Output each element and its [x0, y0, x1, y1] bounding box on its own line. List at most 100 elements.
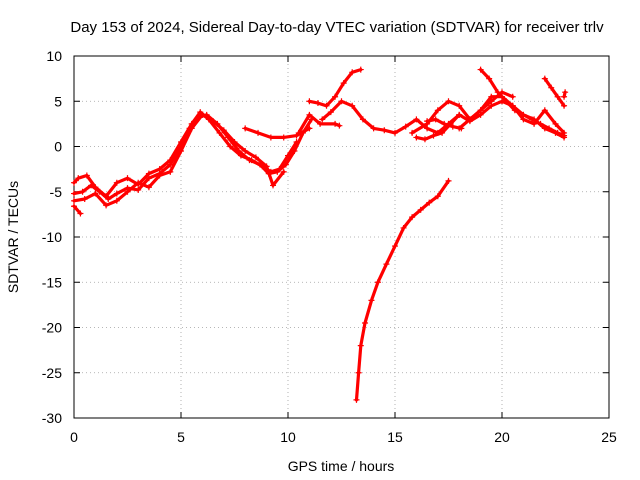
data-point	[92, 190, 99, 197]
data-point	[75, 175, 82, 182]
data-point	[477, 66, 484, 73]
data-point	[246, 157, 253, 164]
data-point	[156, 172, 163, 179]
data-point	[392, 243, 398, 250]
data-point	[135, 186, 142, 193]
y-tick-label: 10	[46, 48, 62, 64]
data-point	[426, 199, 433, 206]
data-point	[77, 210, 84, 217]
x-tick-label: 25	[601, 429, 617, 445]
series-trace-16	[354, 179, 451, 402]
data-point	[561, 102, 568, 109]
series-group	[71, 66, 569, 403]
data-point	[145, 184, 152, 191]
data-point	[71, 179, 77, 186]
data-point	[332, 93, 339, 100]
data-point	[561, 132, 568, 139]
y-tick-label: -15	[42, 274, 62, 290]
data-point	[494, 89, 501, 96]
data-point	[552, 120, 559, 127]
data-point	[449, 123, 456, 130]
data-point	[486, 75, 493, 82]
data-point	[274, 168, 281, 175]
data-point	[383, 261, 390, 268]
data-point	[210, 118, 217, 125]
y-tick-label: 0	[54, 139, 62, 155]
series-trace-4	[72, 204, 83, 216]
tick-group: 0 5 10 15 20 25 -30 -25 -20 -15 -10 -5 0 5 10	[42, 48, 617, 445]
data-point	[340, 80, 347, 87]
data-point	[409, 214, 416, 221]
data-point	[263, 163, 270, 170]
data-point	[548, 84, 555, 91]
data-point	[113, 197, 120, 204]
data-point	[88, 182, 95, 189]
data-point	[306, 125, 313, 132]
data-point	[528, 116, 535, 123]
data-point	[71, 203, 77, 210]
data-point	[252, 154, 259, 161]
data-point	[79, 188, 86, 195]
y-tick-label: -10	[42, 229, 62, 245]
data-point	[336, 122, 343, 129]
data-point	[368, 297, 375, 304]
y-tick-label: -20	[42, 320, 62, 336]
data-point	[280, 168, 287, 175]
data-point	[413, 116, 420, 123]
data-point	[103, 202, 110, 209]
data-point	[291, 148, 298, 155]
data-point	[439, 129, 446, 136]
data-point	[280, 134, 287, 141]
data-point	[357, 342, 364, 349]
data-point	[541, 107, 548, 114]
data-point	[349, 69, 356, 76]
data-point	[242, 125, 249, 132]
data-point	[317, 120, 324, 127]
data-point	[314, 100, 321, 107]
data-point	[381, 127, 388, 134]
data-point	[357, 66, 364, 73]
data-point	[145, 175, 152, 182]
data-point	[359, 116, 366, 123]
data-point	[349, 102, 356, 109]
data-point	[421, 136, 428, 143]
data-point	[546, 125, 553, 132]
data-point	[562, 89, 569, 96]
data-point	[295, 129, 302, 136]
data-point	[188, 125, 195, 132]
data-point	[124, 188, 131, 195]
data-point	[541, 75, 548, 82]
data-point	[362, 319, 369, 326]
y-tick-label: -5	[50, 184, 63, 200]
y-tick-label: 5	[54, 93, 62, 109]
data-point	[113, 190, 120, 197]
data-point	[105, 195, 112, 202]
data-point	[445, 177, 452, 184]
x-tick-label: 5	[177, 429, 185, 445]
data-point	[409, 129, 416, 136]
data-point	[430, 132, 437, 139]
data-point	[167, 168, 174, 175]
series-trace-13	[479, 67, 566, 138]
data-point	[456, 102, 463, 109]
data-point	[255, 129, 262, 136]
data-point	[466, 116, 473, 123]
data-point	[477, 107, 484, 114]
data-point	[332, 120, 339, 127]
data-point	[235, 148, 242, 155]
data-point	[231, 138, 238, 145]
data-point	[456, 125, 463, 132]
data-point	[353, 396, 360, 403]
x-tick-label: 0	[70, 429, 78, 445]
data-point	[199, 111, 206, 118]
data-point	[554, 93, 561, 100]
data-point	[456, 111, 463, 118]
data-point	[267, 134, 274, 141]
data-point	[400, 224, 407, 231]
x-axis-label: GPS time / hours	[288, 458, 395, 474]
data-point	[135, 179, 142, 186]
data-point	[306, 98, 313, 105]
data-point	[424, 118, 431, 125]
data-point	[374, 279, 381, 286]
data-point	[338, 98, 345, 105]
